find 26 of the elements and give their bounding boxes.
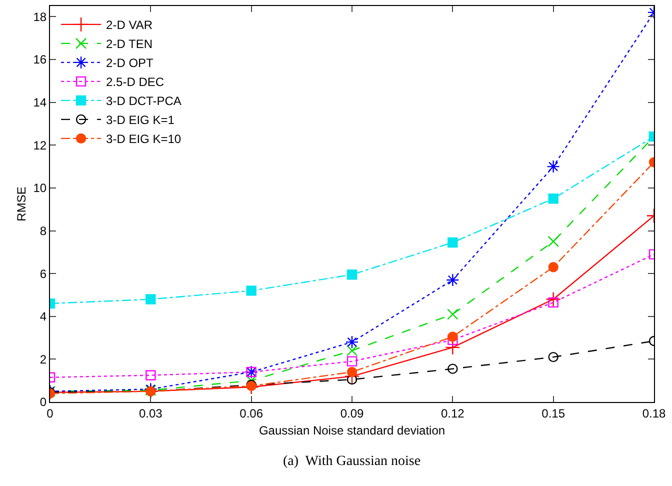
x-axis-title: Gaussian Noise standard deviation bbox=[258, 423, 446, 438]
legend-label: 2-D OPT bbox=[106, 56, 154, 70]
x-tick-label: 0.15 bbox=[542, 406, 566, 420]
x-tick-label: 0.03 bbox=[138, 406, 163, 420]
y-tick-label: 18 bbox=[33, 10, 47, 24]
legend-label: 2-D VAR bbox=[106, 18, 153, 32]
legend-label: 2-D TEN bbox=[106, 37, 152, 52]
y-tick-label: 8 bbox=[40, 224, 47, 238]
x-tick-label: 0.12 bbox=[440, 406, 465, 420]
y-tick-label: 6 bbox=[40, 266, 47, 281]
legend-label: 3-D EIG K=1 bbox=[106, 113, 175, 128]
y-tick-label: 16 bbox=[33, 52, 47, 67]
y-tick-label: 12 bbox=[33, 138, 47, 152]
y-tick-label: 2 bbox=[40, 352, 47, 366]
y-tick-label: 10 bbox=[33, 181, 47, 196]
x-tick-label: 0.09 bbox=[340, 406, 364, 420]
y-tick-label: 4 bbox=[40, 310, 47, 324]
legend-label: 2.5-D DEC bbox=[106, 75, 164, 90]
text: (a) With Gaussian noise bbox=[283, 454, 421, 469]
x-tick-label: 0.06 bbox=[240, 406, 264, 420]
legend-label: 3-D EIG K=10 bbox=[106, 132, 182, 146]
y-axis-title: RMSE bbox=[14, 186, 29, 222]
legend-label: 3-D DCT-PCA bbox=[106, 94, 182, 108]
x-tick-label: 0.18 bbox=[642, 406, 666, 420]
y-tick-label: 0 bbox=[40, 395, 47, 410]
y-tick-label: 14 bbox=[33, 96, 47, 110]
